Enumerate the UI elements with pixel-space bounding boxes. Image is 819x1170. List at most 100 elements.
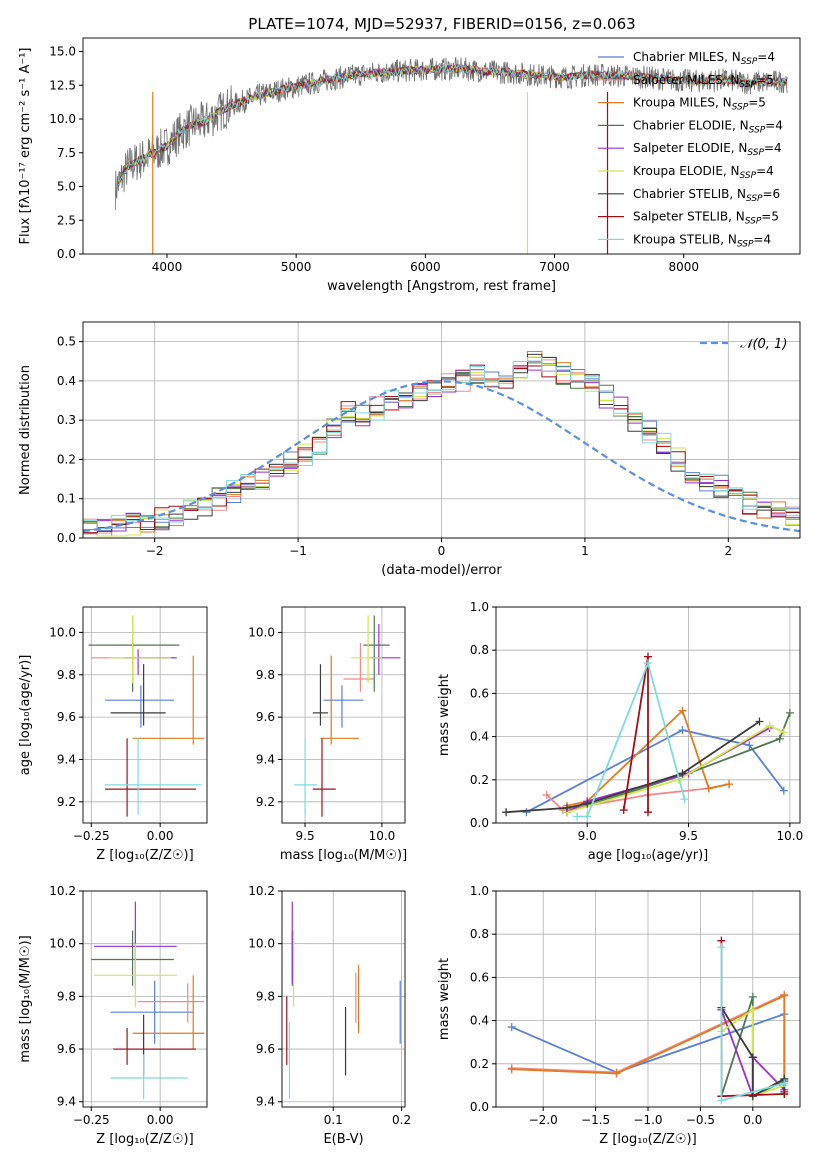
weight-marker (573, 812, 582, 821)
errorbar-salpeter-miles (343, 643, 375, 692)
errorbar-kroupa-stelib (110, 1054, 188, 1100)
legend-label: Chabrier MILES, NSSP=4 (633, 50, 775, 67)
weight-marker (678, 706, 687, 715)
errorbar-salpeter-miles (138, 983, 205, 1023)
weight-marker (748, 992, 757, 1001)
histogram-kroupa-stelib (83, 357, 800, 538)
x-axis-label: age [log₁₀(age/yr)] (588, 848, 709, 863)
y-tick-label: 10.0 (49, 625, 76, 639)
x-tick-label: −1.0 (633, 1113, 662, 1127)
axes-frame (82, 606, 208, 824)
y-tick-label: 0.4 (57, 374, 76, 388)
normal-curve (83, 380, 800, 533)
errorbar-chabrier-stelib (312, 664, 329, 726)
y-tick-label: 10.2 (49, 884, 76, 898)
weight-marker (583, 799, 592, 808)
x-tick-label: 0 (438, 544, 446, 558)
plot-residuals (83, 351, 800, 538)
errorbar-salpeter-stelib (105, 738, 196, 817)
x-tick-label: 2 (724, 544, 732, 558)
y-tick-label: 12.5 (49, 78, 76, 92)
axes-residuals: −2 −1 0 1 2 0.0 0.1 0.2 0.3 0.4 0.5 (data-model)/er… (18, 322, 800, 578)
weight-marker (748, 1005, 757, 1014)
weight-marker (678, 726, 687, 735)
y-tick-label: 9.4 (256, 1095, 275, 1109)
x-tick-label: 0.00 (147, 829, 174, 843)
weight-marker (725, 780, 734, 789)
axes-mass_vs_ebv: 0.1 0.2 9.4 9.6 9.8 10.0 10.2 E(B-V) (248, 884, 411, 1147)
y-tick-label: 9.6 (256, 1042, 275, 1056)
errorbar-salpeter-stelib (312, 738, 336, 817)
y-tick-label: 0.0 (470, 1100, 489, 1114)
weight-marker (717, 1096, 726, 1105)
y-tick-label: 0.0 (57, 531, 76, 545)
y-tick-label: 0.3 (57, 413, 76, 427)
weight-marker (765, 721, 774, 730)
y-tick-label: 0.2 (470, 773, 489, 787)
plot-age_vs_mass (294, 615, 401, 817)
weight-line (566, 712, 791, 814)
axes-spectrum: 4000 5000 6000 7000 8000 0.0 2.5 5.0 7.5 10.0 12.5… (18, 45, 699, 295)
errorbar-kroupa-elodie (94, 943, 177, 1007)
y-tick-label: 9.4 (57, 1095, 76, 1109)
errorbar-kroupa-elodie (351, 615, 382, 684)
x-tick-label: −0.25 (73, 1113, 110, 1127)
errorbar-salpeter-stelib (113, 1027, 196, 1065)
x-tick-label: 9.0 (578, 829, 597, 843)
weight-marker (779, 786, 788, 795)
x-tick-label: −0.25 (73, 829, 110, 843)
weight-marker (775, 734, 784, 743)
y-tick-label: 15.0 (49, 45, 76, 59)
plot-mass_vs_Z (91, 901, 205, 1100)
weight-marker (748, 1053, 757, 1062)
y-tick-label: 9.8 (57, 668, 76, 682)
x-tick-label: 7000 (539, 260, 570, 274)
model-spectrum-kroupa-stelib (117, 63, 788, 186)
y-tick-label: 10.0 (49, 937, 76, 951)
y-axis-label: mass weight (437, 958, 452, 1040)
weight-marker (542, 790, 551, 799)
weight-marker (780, 1079, 789, 1088)
weight-line (511, 994, 786, 1094)
weight-marker (745, 741, 754, 750)
weight-marker (704, 784, 713, 793)
y-tick-label: 9.2 (57, 795, 76, 809)
y-axis-label: age [log₁₀(age/yr)] (18, 655, 33, 776)
errorbar-kroupa-elodie (110, 615, 172, 684)
axes-age_vs_Z: −0.25 0.00 9.2 9.4 9.6 9.8 10.0 Z [log₁₀(Z/Z☉)]… (18, 607, 207, 863)
weight-marker (755, 717, 764, 726)
weight-marker (612, 1069, 621, 1078)
legend-label: Salpeter ELODIE, NSSP=4 (633, 141, 782, 158)
weight-marker (644, 659, 652, 668)
y-axis-label: Flux [fλ10⁻¹⁷ erg cm⁻² s⁻¹ A⁻¹] (18, 48, 33, 245)
axes-frame (82, 890, 208, 1108)
y-tick-label: 9.8 (57, 989, 76, 1003)
axes-mass_vs_Z: −0.25 0.00 9.4 9.6 9.8 10.0 10.2 Z [log₁₀(Z/Z☉)… (18, 884, 207, 1147)
y-tick-label: 0.0 (57, 247, 76, 261)
series-kroupa-stelib (717, 943, 789, 1105)
x-axis-label: mass [log₁₀(M/M☉)] (280, 848, 407, 863)
x-tick-label: 0.2 (392, 1113, 411, 1127)
y-tick-label: 1.0 (470, 600, 489, 614)
weight-marker (779, 728, 788, 737)
weight-marker (583, 812, 592, 821)
y-tick-label: 9.8 (256, 989, 275, 1003)
x-axis-label: Z [log₁₀(Z/Z☉)] (96, 848, 193, 863)
weight-marker (780, 991, 789, 1000)
axes-age_vs_mass: 9.5 10.0 9.2 9.4 9.6 9.8 10.0 mass [log₁₀(M/M☉)… (248, 607, 407, 863)
x-axis-label: E(B-V) (323, 1132, 363, 1147)
y-tick-label: 2.5 (57, 213, 76, 227)
weight-marker (717, 943, 726, 952)
errorbar-kroupa-miles (320, 655, 359, 745)
errorbar-kroupa-miles (132, 975, 205, 1050)
errorbar-chabrier-elodie (91, 930, 174, 986)
y-tick-label: 0.8 (470, 927, 489, 941)
x-tick-label: −1.5 (581, 1113, 610, 1127)
plot-weights_vs_Z (507, 936, 789, 1105)
y-axis-label: mass [log₁₀(M/M☉)] (18, 935, 33, 1062)
y-tick-label: 0.2 (57, 452, 76, 466)
y-tick-label: 0.4 (470, 1014, 489, 1028)
weight-marker (680, 795, 689, 804)
x-axis-label: (data-model)/error (381, 563, 502, 578)
errorbar-kroupa-stelib (294, 738, 318, 815)
